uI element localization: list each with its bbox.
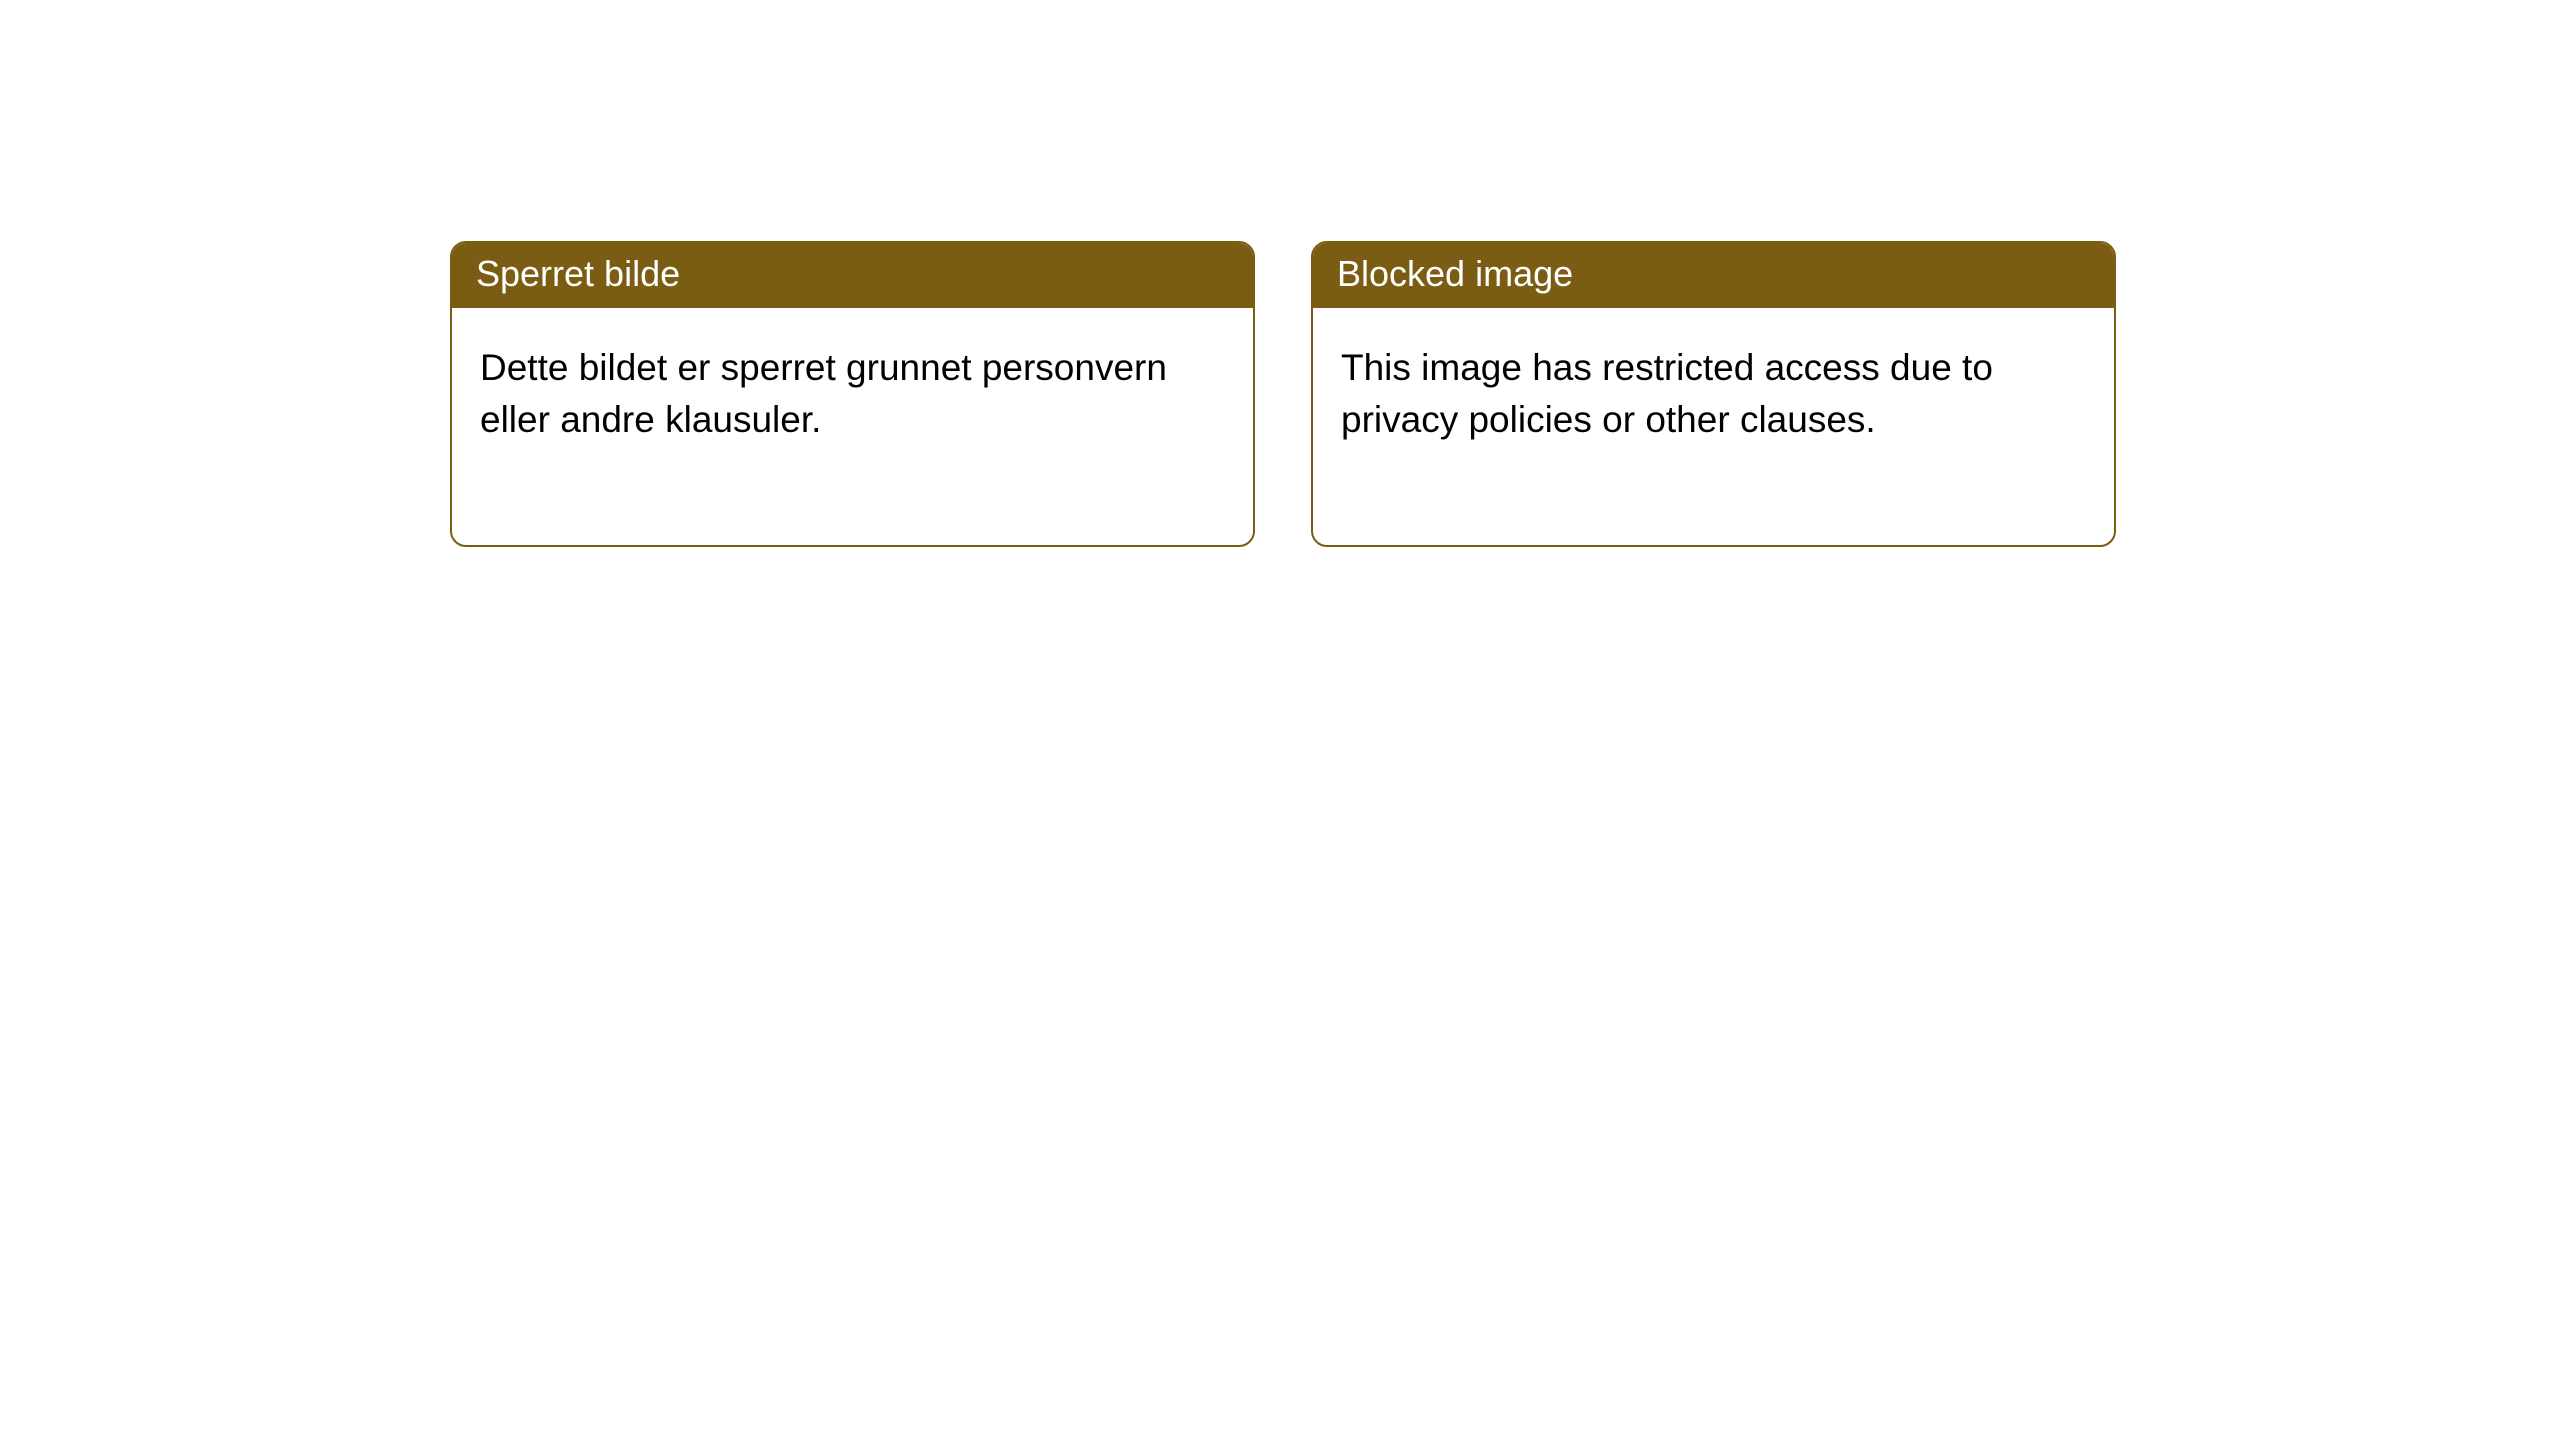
notice-card-en: Blocked image This image has restricted … [1311, 241, 2116, 547]
notice-body-en: This image has restricted access due to … [1313, 308, 2114, 546]
notice-title-no: Sperret bilde [452, 243, 1253, 308]
notice-card-no: Sperret bilde Dette bildet er sperret gr… [450, 241, 1255, 547]
notice-title-en: Blocked image [1313, 243, 2114, 308]
notice-container: Sperret bilde Dette bildet er sperret gr… [0, 0, 2560, 547]
notice-body-no: Dette bildet er sperret grunnet personve… [452, 308, 1253, 546]
